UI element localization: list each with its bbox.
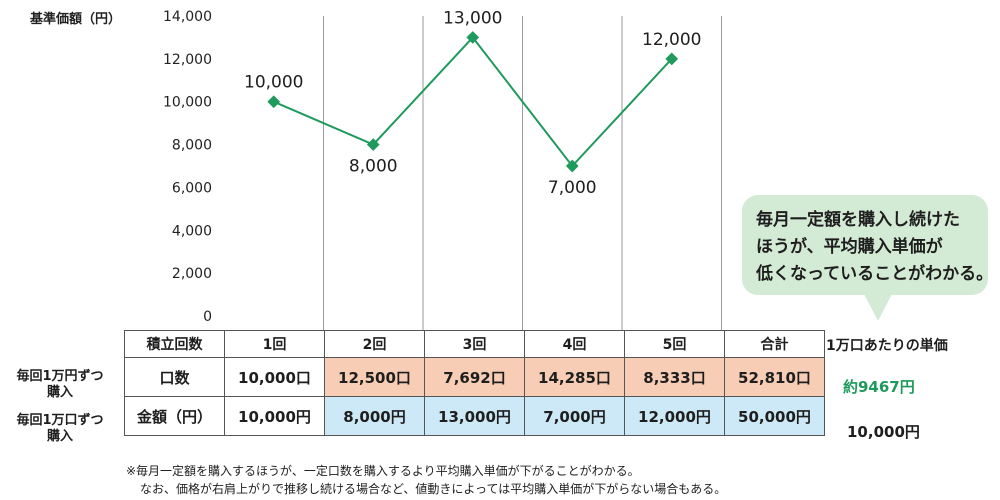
header-cell: 4回	[524, 330, 625, 358]
y-tick-label: 4,000	[172, 223, 212, 239]
callout-line-3: 低くなっていることがわかる。	[756, 264, 994, 284]
data-label: 7,000	[548, 178, 597, 198]
table-cell: 8,333口	[624, 357, 725, 397]
table-cell: 12,000円	[624, 396, 725, 436]
header-cell: 積立回数	[124, 330, 225, 358]
y-tick-label: 6,000	[172, 180, 212, 196]
callout-line-2: ほうが、平均購入単価が	[756, 237, 943, 257]
series-line	[273, 35, 673, 168]
row1-label: 毎回1万円ずつ 購入	[0, 369, 120, 401]
y-tick-label: 2,000	[172, 266, 212, 282]
unit-price-header: 1万口あたりの単価	[826, 338, 948, 354]
row1-label-line2: 購入	[46, 385, 73, 400]
table-cell: 7,692口	[424, 357, 525, 397]
table-cell: 14,285口	[524, 357, 625, 397]
table-cell: 10,000円	[224, 396, 325, 436]
table-cell-total: 52,810口	[724, 357, 825, 397]
row1-label-line1: 毎回1万円ずつ	[16, 369, 104, 384]
row2-label-line1: 毎回1万口ずつ	[16, 413, 104, 428]
data-label: 13,000	[443, 8, 502, 28]
footnote-line-2: なお、価格が右肩上がりで推移し続ける場合など、値動きによっては平均購入単価が下が…	[140, 482, 727, 496]
data-point	[366, 138, 380, 151]
y-tick-label: 14,000	[163, 9, 212, 25]
row-label-cell: 金額（円）	[124, 396, 225, 436]
y-axis-ticks: 0 2,000 4,000 6,000 8,000 10,000 12,000 14,000	[163, 9, 212, 325]
row-label-cell: 口数	[124, 357, 225, 397]
data-label: 8,000	[349, 157, 398, 177]
table-cell-total: 50,000円	[724, 396, 825, 436]
table-row-amount: 金額（円） 10,000円 8,000円 13,000円 7,000円 12,0…	[124, 396, 825, 436]
comparison-table: 積立回数 1回 2回 3回 4回 5回 合計 口数 10,000口 12,500…	[124, 330, 825, 436]
callout-bubble: 毎月一定額を購入し続けた ほうが、平均購入単価が 低くなっていることがわかる。	[742, 195, 993, 321]
data-point	[267, 95, 281, 109]
table-cell: 10,000口	[224, 357, 325, 397]
table-header-row: 積立回数 1回 2回 3回 4回 5回 合計	[124, 330, 825, 358]
table-cell: 13,000円	[424, 396, 525, 436]
table-cell: 12,500口	[324, 357, 425, 397]
table-cell: 7,000円	[524, 396, 625, 436]
line-chart: 基準価額（円） 0 2,000 4,000 6,000 8,000 10,000 12,00…	[29, 8, 722, 330]
y-tick-label: 8,000	[172, 138, 212, 154]
y-tick-label: 10,000	[163, 95, 212, 111]
header-cell: 合計	[724, 330, 825, 358]
y-tick-label: 12,000	[163, 52, 212, 68]
y-axis-title: 基準価額（円）	[29, 11, 121, 27]
data-label: 12,000	[642, 30, 701, 50]
row2-label: 毎回1万口ずつ 購入	[0, 413, 120, 445]
header-cell: 2回	[324, 330, 425, 358]
header-cell: 1回	[224, 330, 325, 358]
callout-line-1: 毎月一定額を購入し続けた	[756, 210, 960, 230]
row2-label-line2: 購入	[46, 429, 73, 444]
plot-area: 10,000 8,000 13,000 7,000 12,000	[244, 8, 701, 198]
header-cell: 5回	[624, 330, 725, 358]
data-point	[466, 31, 480, 44]
unit-price-row2: 10,000円	[847, 423, 920, 441]
y-tick-label: 0	[203, 309, 212, 325]
unit-price-row1: 約9467円	[843, 378, 915, 396]
table-row-units: 口数 10,000口 12,500口 7,692口 14,285口 8,333口…	[124, 357, 825, 397]
footnote-line-1: ※毎月一定額を購入するほうが、一定口数を購入するより平均購入単価が下がることがわ…	[126, 464, 640, 478]
table-cell: 8,000円	[324, 396, 425, 436]
data-label: 10,000	[244, 73, 303, 93]
header-cell: 3回	[424, 330, 525, 358]
grid-lines	[323, 16, 722, 330]
